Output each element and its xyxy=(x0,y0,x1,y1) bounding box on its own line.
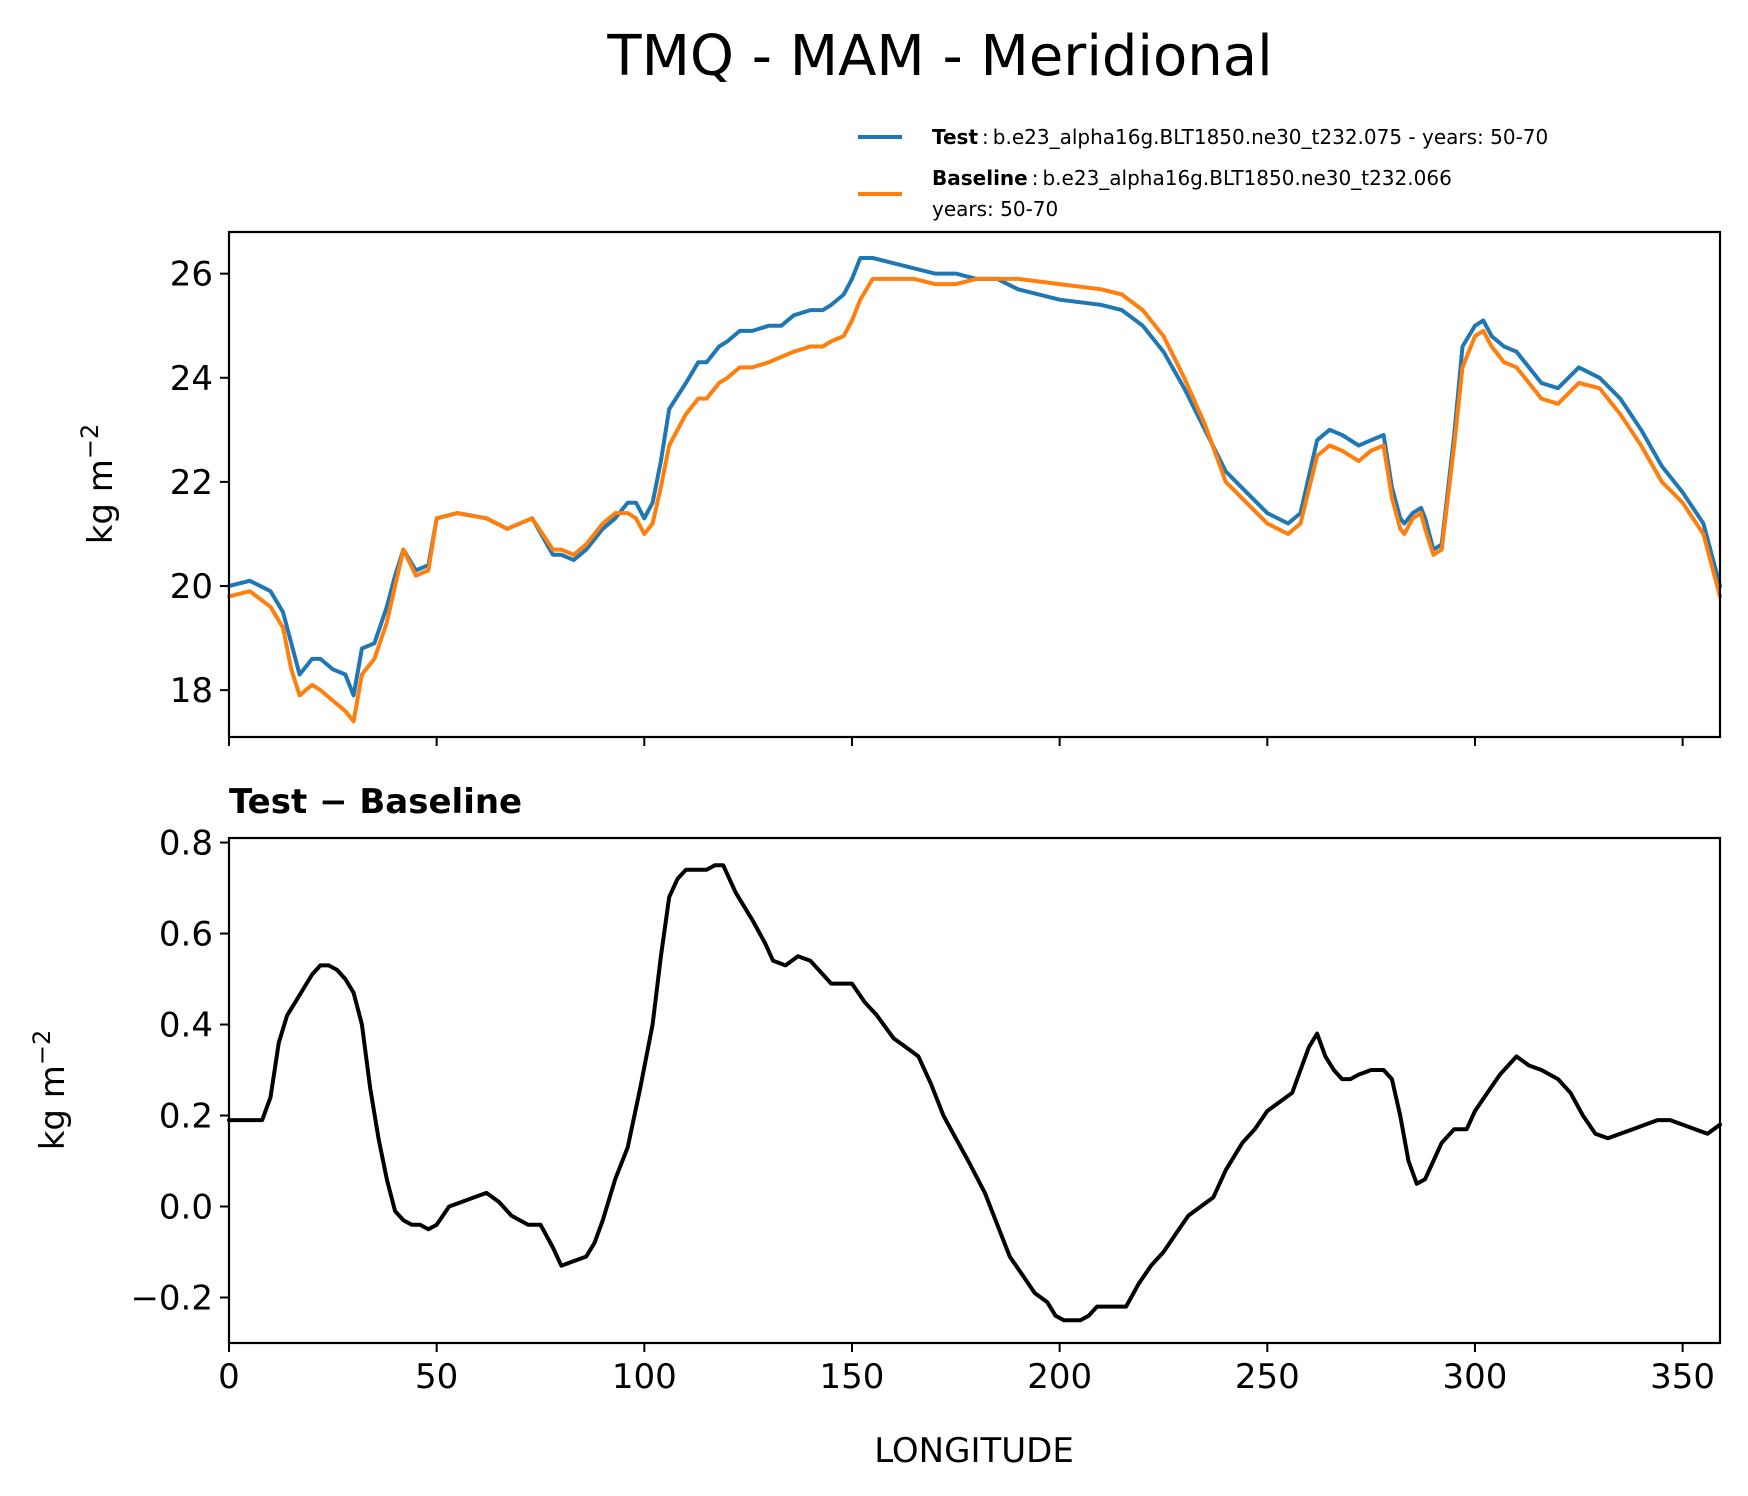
bottom-ytick-label: 0.0 xyxy=(159,1188,213,1228)
legend-baseline-separator: : xyxy=(1032,166,1039,190)
legend-baseline-desc-line2: years: 50-70 xyxy=(932,197,1058,221)
bottom-xtick-label: 100 xyxy=(612,1357,677,1397)
top-ytick-label: 18 xyxy=(170,671,213,711)
top-ylabel: kg m−2 xyxy=(76,424,121,545)
top-ytick-label: 20 xyxy=(170,567,213,607)
bottom-xtick-label: 350 xyxy=(1650,1357,1715,1397)
legend-baseline-entry: Baseline: b.e23_alpha16g.BLT1850.ne30_t23… xyxy=(932,166,1452,190)
bottom-xtick-label: 0 xyxy=(218,1357,240,1397)
bottom-ytick-label: −0.2 xyxy=(130,1279,213,1319)
bottom-panel: Test − Baseline −0.2 0.0 0.2 0.4 0.6 0.8 0 50 10… xyxy=(28,782,1722,1471)
bottom-series-test-baseline-line xyxy=(227,863,1722,1323)
top-panel: 18 20 22 24 26 kg m−2 xyxy=(76,230,1722,746)
top-series-baseline-line xyxy=(227,276,1722,724)
figure-title: TMQ - MAM - Meridional xyxy=(606,24,1272,89)
top-ytick-label: 22 xyxy=(170,463,213,503)
legend: Test: b.e23_alpha16g.BLT1850.ne30_t232.07… xyxy=(858,125,1548,221)
bottom-ylabel-exponent: −2 xyxy=(28,1030,56,1065)
bottom-xtick-label: 200 xyxy=(1027,1357,1092,1397)
bottom-ytick-label: 0.2 xyxy=(159,1097,213,1137)
top-ylabel-text: kg m xyxy=(81,459,121,544)
bottom-xtick-label: 150 xyxy=(820,1357,885,1397)
top-ytick-label: 24 xyxy=(170,359,213,399)
top-series-test-line xyxy=(227,256,1722,698)
bottom-xtick-label: 300 xyxy=(1443,1357,1508,1397)
legend-test-name: Test xyxy=(932,125,978,149)
bottom-xlabel: LONGITUDE xyxy=(874,1431,1074,1471)
bottom-xtick-label: 250 xyxy=(1235,1357,1300,1397)
bottom-ylabel-text: kg m xyxy=(33,1065,73,1150)
bottom-ytick-label: 0.8 xyxy=(159,824,213,864)
top-ytick-label: 26 xyxy=(170,255,213,295)
bottom-panel-title: Test − Baseline xyxy=(229,782,522,822)
bottom-ylabel: kg m−2 xyxy=(28,1030,73,1151)
bottom-panel-frame xyxy=(227,836,1722,1345)
top-panel-frame xyxy=(227,230,1722,739)
legend-baseline-desc-line1: b.e23_alpha16g.BLT1850.ne30_t232.066 xyxy=(1042,166,1451,190)
bottom-ytick-label: 0.4 xyxy=(159,1006,213,1046)
legend-test-entry: Test: b.e23_alpha16g.BLT1850.ne30_t232.07… xyxy=(932,125,1548,149)
legend-test-desc: b.e23_alpha16g.BLT1850.ne30_t232.075 - y… xyxy=(993,125,1549,149)
bottom-ytick-label: 0.6 xyxy=(159,915,213,955)
legend-test-separator: : xyxy=(982,125,989,149)
top-ylabel-exponent: −2 xyxy=(76,424,104,459)
legend-baseline-name: Baseline xyxy=(932,166,1028,190)
bottom-xtick-label: 50 xyxy=(415,1357,458,1397)
